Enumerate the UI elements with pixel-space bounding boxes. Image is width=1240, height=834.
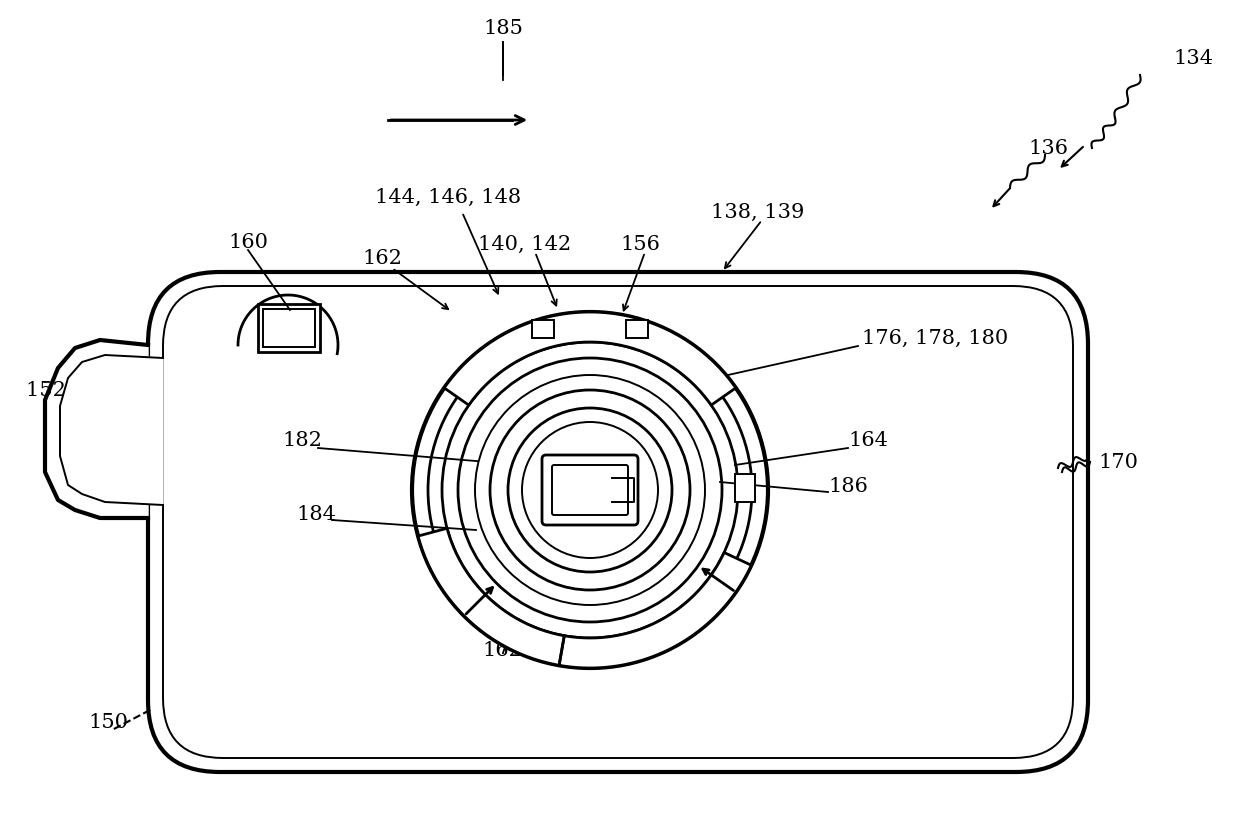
Text: 164: 164 — [848, 430, 888, 450]
Bar — [626, 320, 649, 338]
Circle shape — [441, 342, 738, 638]
Text: 186: 186 — [828, 476, 868, 495]
Text: 182: 182 — [281, 430, 322, 450]
Text: 134: 134 — [1173, 48, 1213, 68]
FancyBboxPatch shape — [552, 465, 627, 515]
Polygon shape — [444, 312, 735, 405]
Text: 162: 162 — [362, 249, 402, 268]
Text: 136: 136 — [1028, 138, 1068, 158]
Circle shape — [412, 312, 768, 668]
Text: 162: 162 — [482, 641, 522, 660]
Text: 140, 142: 140, 142 — [479, 234, 572, 254]
Circle shape — [522, 422, 658, 558]
Polygon shape — [60, 355, 162, 505]
Text: 170: 170 — [1097, 453, 1138, 471]
Circle shape — [475, 375, 706, 605]
Text: 160: 160 — [228, 233, 268, 252]
Text: 152, 154: 152, 154 — [26, 380, 119, 399]
FancyBboxPatch shape — [542, 455, 639, 525]
Bar — [263, 309, 315, 347]
Circle shape — [458, 358, 722, 622]
Text: 156: 156 — [620, 234, 660, 254]
Circle shape — [428, 328, 751, 652]
Text: 150: 150 — [88, 712, 128, 731]
Text: 185: 185 — [484, 18, 523, 38]
Bar — [735, 474, 755, 502]
Text: 184: 184 — [296, 505, 336, 524]
Text: 176, 178, 180: 176, 178, 180 — [862, 329, 1008, 348]
Bar — [258, 304, 320, 352]
Polygon shape — [559, 553, 751, 668]
Circle shape — [508, 408, 672, 572]
Polygon shape — [418, 528, 564, 666]
Text: 144, 146, 148: 144, 146, 148 — [374, 188, 521, 207]
Text: 138, 139: 138, 139 — [712, 203, 805, 222]
Bar — [532, 320, 554, 338]
Polygon shape — [45, 340, 148, 518]
Text: 158: 158 — [584, 535, 624, 554]
FancyBboxPatch shape — [148, 272, 1087, 772]
Circle shape — [490, 390, 689, 590]
